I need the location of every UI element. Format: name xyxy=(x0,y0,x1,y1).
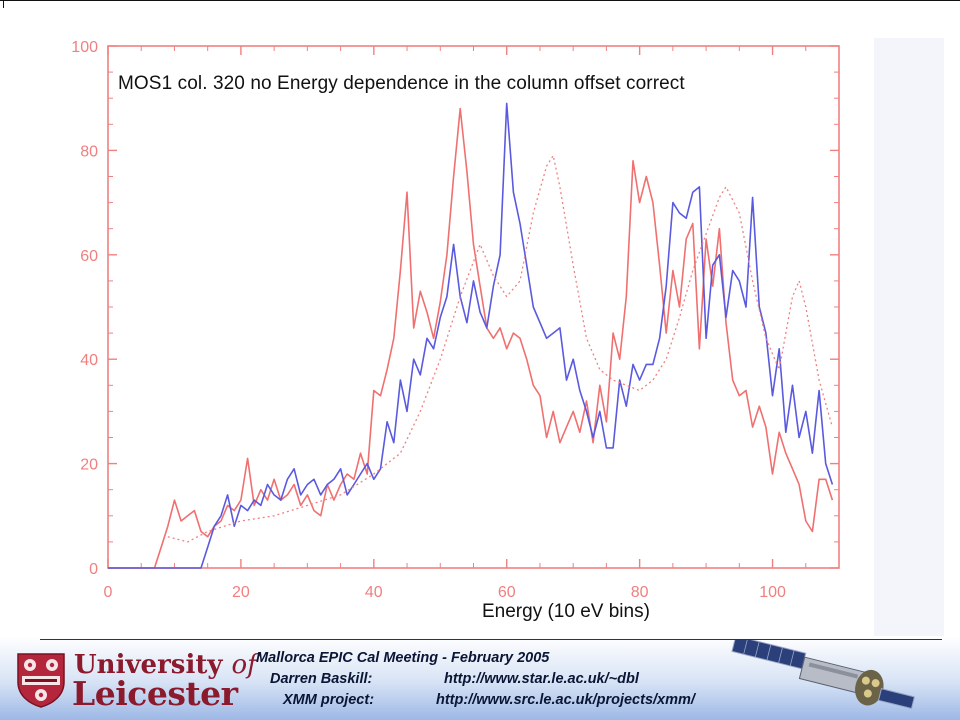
top-rule xyxy=(0,0,960,1)
chart-series xyxy=(108,102,834,569)
x-tick-label: 80 xyxy=(631,584,649,601)
series-line-3 xyxy=(167,154,834,543)
top-tick xyxy=(3,0,4,8)
meeting-text: Mallorca EPIC Cal Meeting - February 200… xyxy=(256,650,550,666)
project-url[interactable]: http://www.src.le.ac.uk/projects/xmm/ xyxy=(436,692,695,708)
logo-text-university: University of xyxy=(74,650,257,680)
university-logo: University of Leicester xyxy=(16,650,257,713)
chart-title: MOS1 col. 320 no Energy dependence in th… xyxy=(118,73,685,94)
x-tick-label: 0 xyxy=(104,584,113,601)
plot-frame xyxy=(107,45,840,569)
x-tick-label: 100 xyxy=(759,584,786,601)
y-tick-label: 0 xyxy=(89,561,98,578)
x-tick-label: 60 xyxy=(498,584,516,601)
footer-rule xyxy=(40,639,942,640)
series-line-1 xyxy=(108,107,834,569)
xmm-satellite-icon xyxy=(731,640,916,710)
chart-axes xyxy=(107,45,840,569)
y-tick-label: 100 xyxy=(71,39,98,56)
project-label: XMM project: xyxy=(283,692,375,708)
y-tick-label: 80 xyxy=(80,143,98,160)
y-tick-label: 60 xyxy=(80,248,98,265)
series-line-2 xyxy=(108,102,834,569)
x-tick-label: 20 xyxy=(232,584,250,601)
author-label: Darren Baskill: xyxy=(270,671,373,687)
x-axis-label: Energy (10 eV bins) xyxy=(482,601,650,622)
y-tick-label: 40 xyxy=(80,352,98,369)
crest-icon xyxy=(17,653,65,708)
plot-panel xyxy=(46,38,874,636)
right-side-panel xyxy=(874,38,944,636)
chart-ticks: 0 20 40 60 80 100 0 20 40 60 80 100 xyxy=(71,39,840,601)
logo-text-leicester: Leicester xyxy=(72,674,238,713)
author-url[interactable]: http://www.star.le.ac.uk/~dbl xyxy=(444,671,639,687)
y-tick-label: 20 xyxy=(80,457,98,474)
x-tick-label: 40 xyxy=(365,584,383,601)
